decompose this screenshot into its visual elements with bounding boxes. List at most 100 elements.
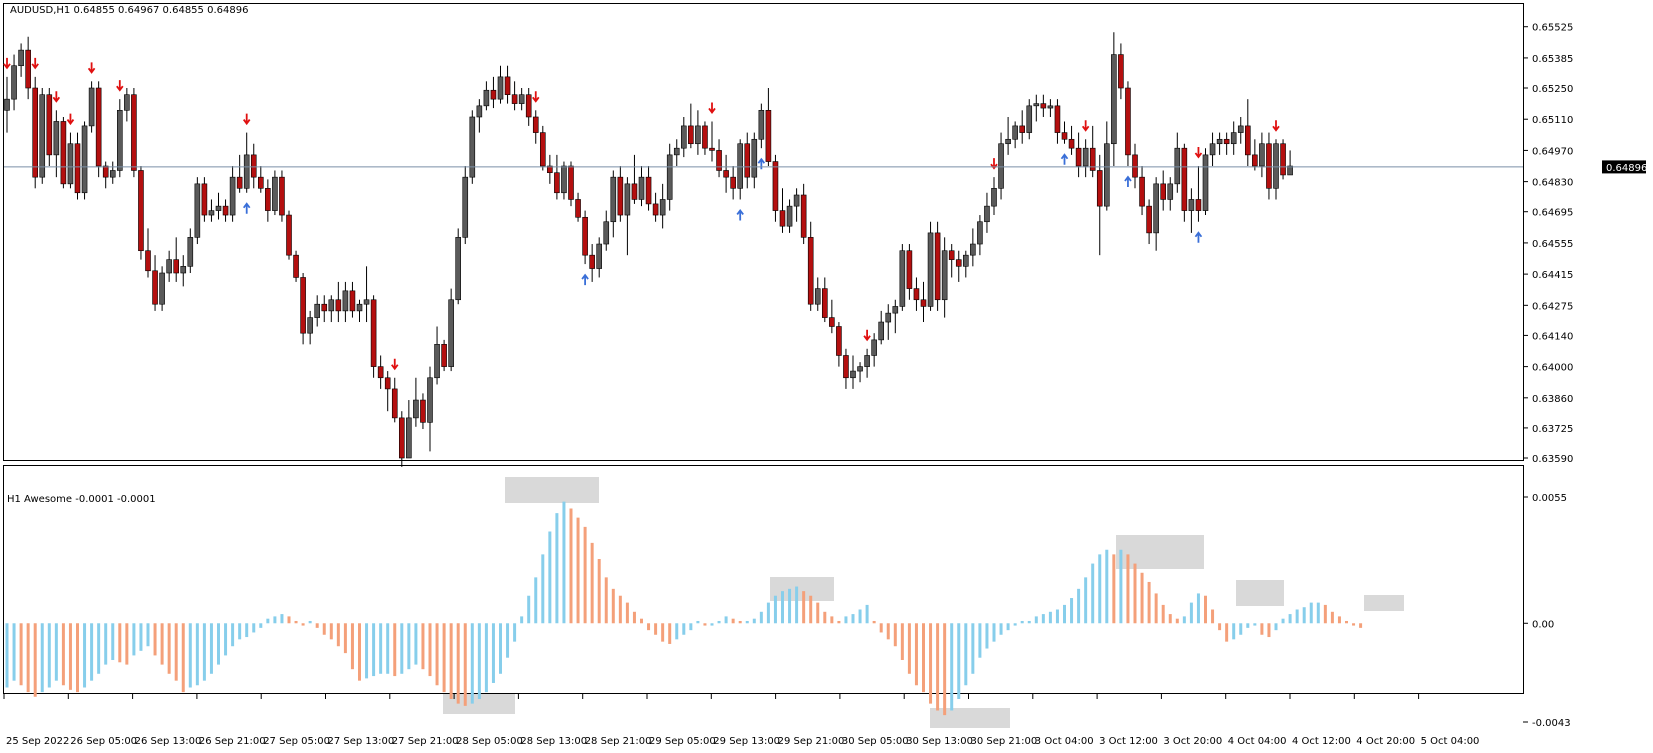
candle-body — [413, 399, 419, 419]
candle-body — [645, 176, 652, 205]
candle-body — [970, 243, 976, 256]
candle-body — [525, 94, 532, 118]
candle-body — [652, 203, 659, 216]
candle-body — [166, 259, 172, 274]
candle-body — [187, 237, 194, 267]
candle-body — [1237, 125, 1244, 133]
candle — [1202, 148, 1209, 216]
candle — [596, 237, 603, 278]
candle — [511, 81, 518, 111]
candle-body — [511, 94, 518, 104]
candle-body — [596, 243, 603, 269]
candle — [1040, 94, 1047, 117]
candle-body — [1223, 138, 1230, 145]
candle — [1054, 99, 1061, 144]
candle — [1118, 43, 1124, 100]
candle — [617, 166, 624, 222]
candle — [568, 161, 574, 207]
candle — [413, 377, 419, 427]
candle — [215, 192, 222, 220]
candle — [1146, 199, 1152, 245]
sell-arrow-icon — [863, 329, 871, 342]
buy-arrow-icon — [1124, 175, 1132, 188]
candle — [575, 192, 581, 222]
candle-body — [991, 188, 997, 207]
sell-arrow-icon — [31, 57, 39, 70]
candle — [300, 273, 306, 345]
candle-body — [836, 326, 842, 356]
time-tick-label: 28 Sep 13:00 — [520, 736, 587, 747]
buy-arrow-icon — [1060, 153, 1069, 165]
ao-tick-label: 0.0055 — [1532, 493, 1567, 504]
candle-body — [370, 299, 377, 367]
candle-body — [39, 94, 46, 178]
candle — [1089, 125, 1096, 178]
candle — [4, 76, 10, 133]
candle — [1273, 139, 1279, 200]
candle-body — [723, 170, 729, 178]
candle — [420, 393, 426, 430]
candle — [843, 348, 849, 389]
candle — [920, 281, 927, 323]
candle — [236, 154, 243, 193]
candle-body — [864, 355, 870, 367]
candle-body — [913, 288, 920, 301]
candle-body — [1033, 103, 1040, 107]
candle — [941, 237, 948, 318]
sell-arrow-shape — [3, 57, 11, 70]
candle — [117, 99, 123, 178]
candle — [201, 177, 208, 222]
candle-body — [589, 254, 595, 269]
candle — [695, 110, 701, 155]
buy-arrow-shape — [1060, 153, 1069, 165]
candle — [279, 170, 285, 222]
candle-body — [462, 176, 469, 238]
candle-body — [688, 125, 694, 145]
ao-highlight-boxes — [443, 477, 1404, 728]
candle — [645, 166, 652, 211]
candle — [561, 161, 567, 200]
candle — [857, 362, 863, 383]
candle — [1012, 121, 1018, 149]
candle — [384, 371, 391, 412]
candle-body — [131, 94, 137, 171]
candle-body — [561, 165, 567, 194]
candle-body — [243, 154, 250, 189]
candle — [243, 132, 250, 193]
candle — [730, 166, 736, 200]
sell-arrow-shape — [1272, 120, 1280, 132]
time-tick-label: 27 Sep 13:00 — [328, 736, 395, 747]
candle-body — [490, 89, 497, 100]
candle — [109, 161, 116, 184]
candle — [102, 161, 109, 189]
candle-body — [532, 116, 539, 133]
candle — [913, 277, 920, 311]
candle-body — [257, 176, 264, 189]
candle-body — [1111, 54, 1117, 145]
buy-arrow-icon — [736, 208, 744, 221]
candle-body — [1216, 138, 1223, 145]
time-tick-label: 3 Oct 12:00 — [1099, 736, 1158, 747]
candle-body — [293, 254, 299, 278]
candle-body — [102, 165, 109, 178]
candle-body — [1153, 183, 1159, 234]
candle-body — [1139, 176, 1145, 207]
candle-body — [793, 194, 800, 207]
ao-highlight-box — [1364, 595, 1404, 611]
candle — [180, 255, 187, 287]
candle-body — [1118, 54, 1124, 89]
candle — [187, 228, 194, 274]
sell-arrow-shape — [116, 80, 124, 92]
candle — [885, 304, 892, 340]
candle-body — [786, 205, 793, 227]
time-tick-label: 4 Oct 12:00 — [1292, 736, 1351, 747]
candle-body — [448, 299, 454, 367]
candle — [998, 132, 1004, 200]
candle-body — [1266, 143, 1272, 189]
price-tick-label: 0.64555 — [1532, 239, 1573, 250]
candle — [1068, 125, 1075, 155]
candle — [1280, 139, 1286, 180]
candle — [222, 199, 229, 222]
candle-body — [779, 210, 786, 227]
